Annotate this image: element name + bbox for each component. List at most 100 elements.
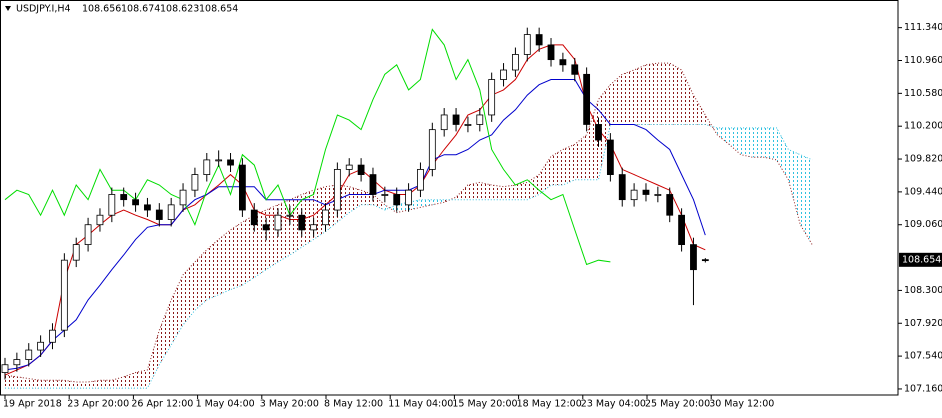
- cloud-segment: [218, 229, 231, 295]
- candle-body: [274, 214, 282, 231]
- cloud-segment: [586, 99, 599, 180]
- cloud-segment: [610, 74, 623, 125]
- cloud-segment: [681, 70, 694, 125]
- candle-body: [1, 364, 9, 373]
- candle-body: [250, 209, 258, 226]
- candle-body: [49, 329, 56, 343]
- candle-body: [167, 204, 175, 220]
- y-tick-label: 108.300: [904, 285, 942, 296]
- cloud-segment: [527, 174, 540, 200]
- candle-body: [203, 159, 211, 175]
- cloud-segment: [622, 70, 635, 125]
- cloud-segment: [301, 190, 314, 248]
- candle-body: [405, 189, 412, 206]
- candle-body: [357, 164, 365, 175]
- candle-body: [666, 194, 674, 216]
- x-tick-label: 25 May 20:00: [645, 399, 710, 410]
- cloud-segment: [52, 380, 65, 389]
- plot-frame: [0, 0, 899, 396]
- cloud-segment: [147, 330, 160, 389]
- candle-body: [310, 224, 318, 231]
- y-tick-label: 110.200: [904, 121, 942, 132]
- cloud-segment: [776, 127, 789, 180]
- candle-body: [642, 189, 650, 195]
- candle-body: [618, 174, 626, 201]
- plot-area: [1, 27, 813, 389]
- candle-body: [654, 194, 662, 196]
- cloud-segment: [5, 375, 17, 389]
- cloud-segment: [16, 376, 29, 389]
- candle-body: [440, 114, 448, 131]
- y-tick-label: 109.060: [904, 219, 942, 230]
- cloud-segment: [598, 84, 611, 180]
- cloud-segment: [693, 95, 706, 125]
- x-tick-label: 18 May 12:00: [517, 399, 582, 410]
- candle-body: [452, 114, 460, 125]
- candle-body: [238, 164, 246, 211]
- candle-body: [393, 194, 401, 206]
- candle-body: [417, 169, 424, 191]
- symbol: USDJPY.I,H4: [16, 4, 71, 15]
- cloud-segment: [111, 376, 124, 389]
- cloud-segment: [135, 369, 148, 389]
- candle-body: [72, 244, 80, 261]
- candle-body: [60, 259, 68, 331]
- cloud-segment: [206, 239, 219, 300]
- cloud-segment: [764, 127, 777, 160]
- candle-body: [595, 124, 602, 141]
- y-tick-label: 107.920: [904, 318, 942, 329]
- cloud-segment: [28, 378, 41, 389]
- candle-body: [155, 209, 163, 220]
- cloud-segment: [574, 134, 587, 180]
- candle-body: [523, 34, 531, 55]
- candle-body: [535, 34, 543, 46]
- candle-body: [345, 164, 353, 170]
- cloud-segment: [657, 63, 670, 125]
- cloud-segment: [456, 184, 468, 200]
- cloud-segment: [40, 380, 53, 389]
- candle-body: [500, 69, 507, 80]
- cloud-segment: [634, 64, 646, 125]
- cloud-segment: [539, 156, 552, 195]
- cloud-segment: [349, 186, 362, 213]
- cloud-segment: [230, 222, 243, 290]
- cloud-segment: [242, 215, 255, 286]
- span-b-line: [5, 124, 813, 389]
- cloud-segment: [467, 182, 480, 200]
- cloud-segment: [752, 127, 765, 158]
- cloud-segment: [562, 144, 575, 185]
- symbol-menu-arrow[interactable]: [5, 6, 11, 11]
- candle-body: [476, 114, 484, 125]
- candle-body: [108, 194, 116, 216]
- cloud-segment: [266, 204, 279, 270]
- low: 108.623: [160, 4, 199, 15]
- candle-body: [547, 44, 555, 61]
- candle-body: [690, 244, 697, 271]
- cloud-segment: [76, 382, 89, 389]
- cloud-segment: [432, 199, 445, 205]
- candle-body: [630, 189, 638, 201]
- x-tick-label: 8 May 12:00: [324, 399, 383, 410]
- candle-body: [571, 64, 579, 75]
- candle-body: [96, 214, 104, 226]
- candle-body: [286, 214, 294, 217]
- candle-body: [488, 79, 496, 116]
- cloud-segment: [278, 199, 290, 262]
- candle-body: [25, 349, 33, 360]
- candle-body: [215, 159, 223, 162]
- candle-body: [678, 214, 685, 246]
- candle-body: [227, 159, 234, 166]
- open: 108.656: [82, 4, 121, 15]
- y-tick-label: 109.820: [904, 154, 942, 165]
- candle-body: [37, 341, 45, 351]
- cloud-segment: [717, 127, 730, 145]
- price-label-box: [899, 252, 942, 267]
- cloud-segment: [491, 184, 504, 200]
- candle-body: [179, 189, 187, 206]
- candle-body: [191, 174, 199, 191]
- x-tick-label: 19 Apr 2018: [3, 399, 62, 410]
- cloud-segment: [729, 127, 741, 155]
- cloud-segment: [788, 149, 801, 225]
- cloud-segment: [159, 299, 172, 365]
